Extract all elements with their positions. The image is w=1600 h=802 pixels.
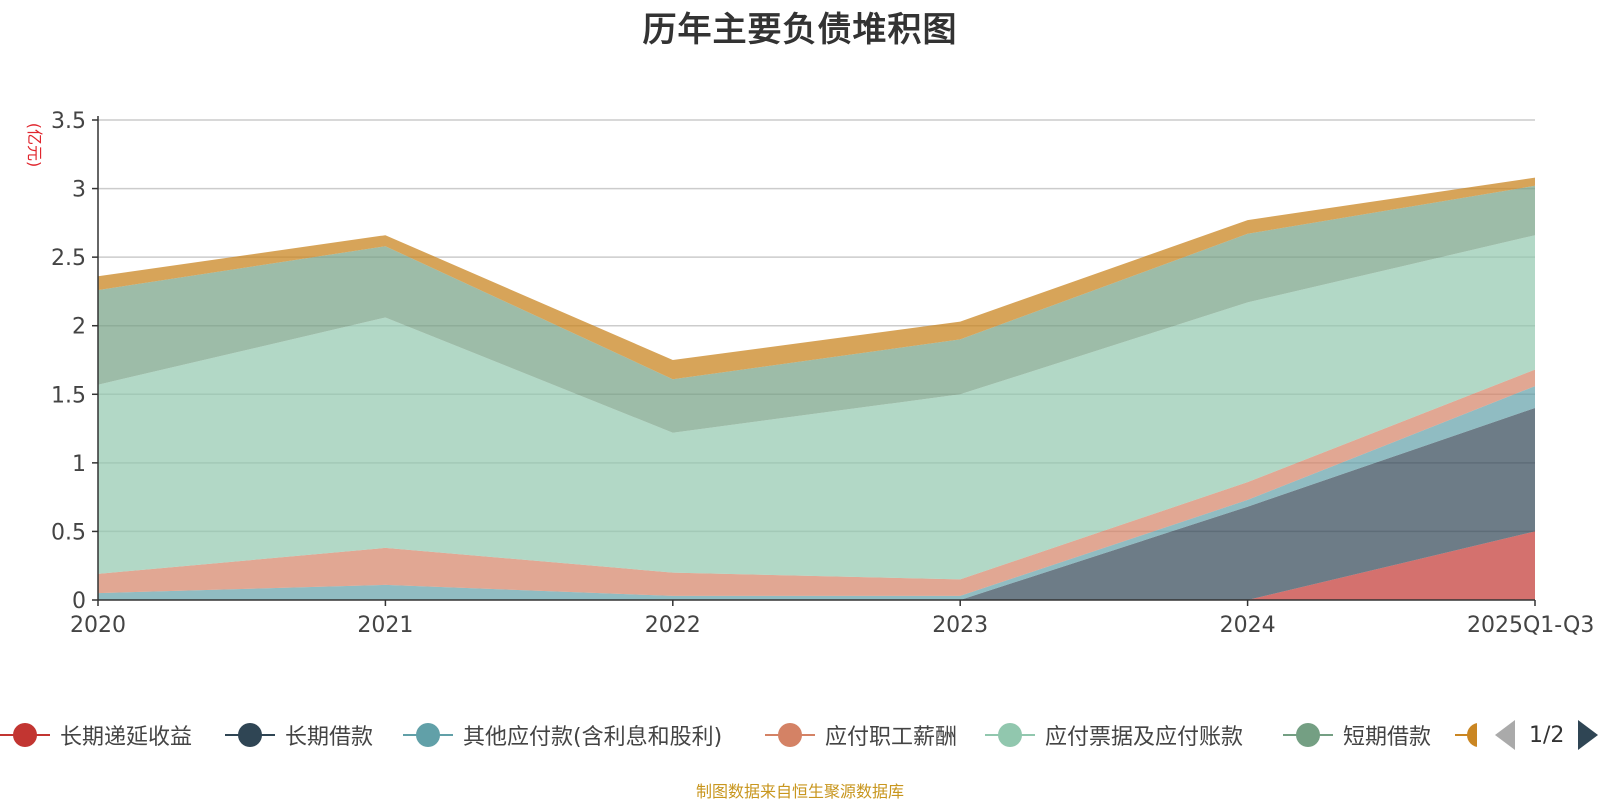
series-area-5 — [98, 185, 1535, 433]
y-tick-label: 2 — [72, 315, 86, 340]
legend-label: 应付票据及应付账款 — [1045, 725, 1244, 750]
legend-marker-icon — [1455, 715, 1477, 755]
legend-item[interactable]: 短期借款 — [1283, 715, 1431, 755]
legend-item[interactable]: 其他应付款(含利息和股利) — [403, 715, 722, 755]
legend-marker-icon — [765, 715, 815, 755]
source-note: 制图数据来自恒生聚源数据库 — [695, 782, 904, 801]
legend-item[interactable]: 应付票据及应付账款 — [985, 715, 1243, 755]
series-area-4 — [98, 235, 1535, 580]
series-area-3 — [98, 369, 1535, 596]
x-tick-label: 2022 — [645, 613, 701, 638]
y-tick-label: 0 — [72, 589, 86, 614]
y-tick-label: 0.5 — [51, 520, 86, 545]
chart-title: 历年主要负债堆积图 — [642, 10, 958, 50]
legend-pager: 1/2 — [1495, 715, 1599, 755]
legend-label: 长期借款 — [285, 725, 374, 750]
legend-marker-icon — [1283, 715, 1333, 755]
y-tick-label: 1.5 — [51, 383, 86, 408]
x-tick-label: 2020 — [70, 613, 126, 638]
legend-item[interactable]: 应付职工薪酬 — [765, 715, 957, 755]
legend-item[interactable] — [1455, 715, 1477, 755]
y-tick-label: 3 — [72, 178, 86, 203]
y-tick-label: 1 — [72, 452, 86, 477]
series-area-0 — [98, 531, 1535, 600]
legend-label: 长期递延收益 — [60, 725, 193, 750]
x-tick-label: 2021 — [357, 613, 413, 638]
stacked-area-chart: 0 0.5 1 1.5 2 2.5 3 3.5 2020 2021 2022 2023 2024 2025… — [51, 109, 1594, 638]
legend-item[interactable]: 长期递延收益 — [0, 715, 192, 755]
legend-next-page-icon[interactable] — [1578, 720, 1599, 750]
legend-label: 应付职工薪酬 — [825, 725, 958, 750]
y-tick-label: 2.5 — [51, 246, 86, 271]
series-areas — [98, 177, 1535, 600]
legend-label: 短期借款 — [1343, 725, 1432, 750]
legend-marker-icon — [225, 715, 275, 755]
legend-label: 其他应付款(含利息和股利) — [463, 725, 723, 750]
legend: 长期递延收益 长期借款 其他应付款(含利息和股利) 应付职工薪酬 应付票据及应付账款 短期… — [0, 715, 1600, 755]
legend-marker-icon — [985, 715, 1035, 755]
x-tick-label: 2025Q1-Q3 — [1467, 613, 1594, 638]
series-area-1 — [98, 408, 1535, 600]
legend-page-indicator: 1/2 — [1529, 722, 1565, 748]
legend-item[interactable]: 长期借款 — [225, 715, 373, 755]
legend-marker-icon — [403, 715, 453, 755]
legend-prev-page-icon[interactable] — [1495, 720, 1515, 750]
x-tick-label: 2024 — [1220, 613, 1276, 638]
y-tick-label: 3.5 — [51, 109, 86, 134]
x-tick-label: 2023 — [932, 613, 988, 638]
axes: 0 0.5 1 1.5 2 2.5 3 3.5 2020 2021 2022 2023 2024 2025… — [51, 109, 1594, 638]
legend-marker-icon — [0, 715, 50, 755]
